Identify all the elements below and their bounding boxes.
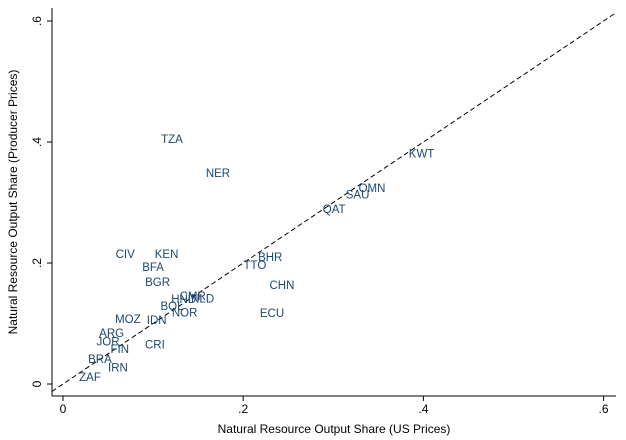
point-label: NOR: [172, 307, 198, 319]
x-tick-label: .2: [238, 402, 248, 416]
point-label: BOL: [160, 301, 184, 313]
point-label: CHN: [269, 280, 294, 292]
point-label: NLD: [191, 293, 214, 305]
point-label: CIV: [116, 249, 136, 261]
x-tick-label: .4: [418, 402, 428, 416]
y-tick-label: .6: [30, 16, 44, 26]
point-label: OMN: [359, 183, 386, 195]
point-label: TTO: [243, 260, 266, 272]
point-label: ARG: [99, 328, 124, 340]
point-label: CRI: [145, 339, 165, 351]
point-label: JOR: [97, 336, 120, 348]
point-label: BFA: [142, 262, 164, 274]
x-axis-title: Natural Resource Output Share (US Prices…: [218, 422, 451, 436]
y-axis-title: Natural Resource Output Share (Producer …: [6, 70, 20, 335]
point-label: KWT: [409, 149, 435, 161]
point-label: ECU: [260, 308, 284, 320]
x-tick-label: .6: [599, 402, 609, 416]
point-label: BRA: [88, 354, 112, 366]
point-label: TZA: [161, 134, 183, 146]
point-label: QAT: [323, 204, 346, 216]
y-tick-label: .2: [30, 258, 44, 268]
y-tick-label: .4: [30, 137, 44, 147]
point-label: HND: [171, 294, 196, 306]
point-label: MOZ: [115, 314, 141, 326]
y-tick-label: 0: [30, 380, 44, 387]
point-label: ZAF: [79, 372, 101, 384]
x-tick-label: 0: [60, 402, 67, 416]
point-label: BGR: [145, 277, 170, 289]
point-label: SAU: [346, 189, 370, 201]
point-label: IDN: [147, 315, 167, 327]
point-label: NER: [206, 168, 230, 180]
point-label: CMR: [180, 291, 206, 303]
point-label: KEN: [155, 249, 179, 261]
point-label: FIN: [110, 344, 129, 356]
point-label: BHR: [258, 252, 282, 264]
reference-line: [51, 12, 617, 392]
point-label: IRN: [108, 362, 128, 374]
